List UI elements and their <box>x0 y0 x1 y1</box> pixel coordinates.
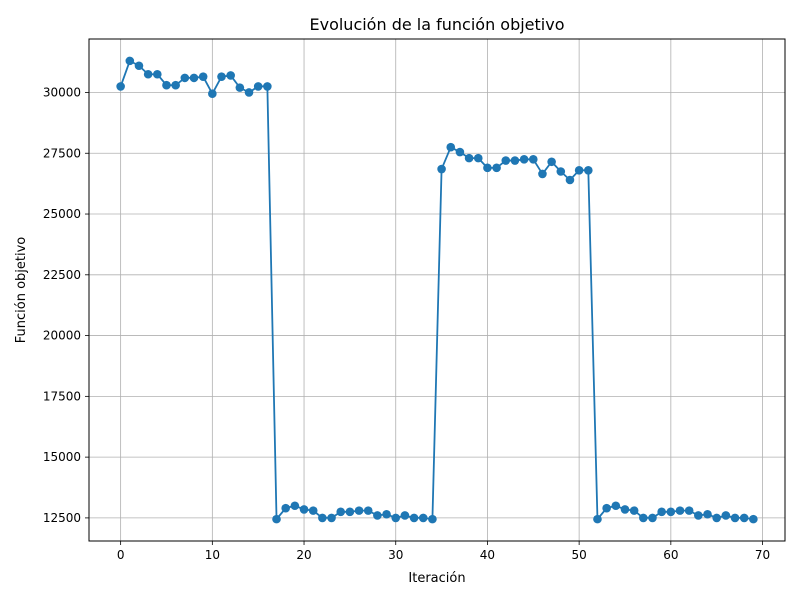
data-point <box>382 509 391 519</box>
y-tick-label: 30000 <box>43 85 81 99</box>
y-tick-label: 25000 <box>43 207 81 221</box>
data-point <box>492 163 501 173</box>
data-point <box>208 89 217 98</box>
data-point <box>703 509 712 519</box>
x-tick-label: 40 <box>480 548 495 562</box>
data-point <box>235 83 245 92</box>
data-point <box>666 507 676 517</box>
y-axis-ticks: 12500 15000 17500 20000 22500 25000 27500 30000 <box>43 85 89 525</box>
data-point <box>446 142 456 152</box>
data-point <box>528 155 538 164</box>
x-axis-label: Iteración <box>408 571 465 586</box>
data-point <box>418 513 428 523</box>
plot-frame <box>88 38 786 542</box>
data-point <box>538 169 547 179</box>
data-point <box>318 513 327 523</box>
data-point <box>281 503 290 513</box>
data-point <box>455 147 465 157</box>
data-point <box>428 514 437 524</box>
data-point <box>354 506 364 515</box>
data-point <box>125 56 135 66</box>
data-point <box>593 514 602 524</box>
series-line <box>119 59 754 521</box>
data-point <box>620 505 630 514</box>
y-tick-label: 20000 <box>43 329 81 343</box>
y-tick-label: 15000 <box>43 450 81 464</box>
data-point <box>116 82 125 91</box>
x-tick-label: 10 <box>205 548 220 562</box>
grid <box>89 39 785 541</box>
data-point <box>684 506 694 515</box>
data-point <box>657 507 666 517</box>
y-tick-label: 12500 <box>43 511 81 525</box>
data-point <box>134 61 144 71</box>
x-tick-label: 70 <box>755 548 770 562</box>
y-tick-label: 27500 <box>43 146 81 160</box>
data-point <box>556 167 566 176</box>
data-point <box>483 163 492 173</box>
y-tick-label: 17500 <box>43 389 81 403</box>
data-point <box>363 506 373 515</box>
data-point <box>510 156 520 165</box>
data-point <box>308 506 318 515</box>
data-point <box>373 511 382 520</box>
data-point <box>263 82 272 91</box>
data-series <box>116 56 758 524</box>
x-tick-label: 20 <box>296 548 311 562</box>
x-tick-label: 0 <box>117 548 125 562</box>
data-point <box>639 513 648 523</box>
data-point <box>400 511 410 520</box>
data-point <box>574 165 584 175</box>
data-point <box>336 507 346 517</box>
x-tick-label: 30 <box>388 548 403 562</box>
data-point <box>180 73 190 83</box>
data-point <box>198 72 208 81</box>
data-point <box>730 513 740 523</box>
data-point <box>629 506 639 515</box>
data-point <box>675 506 685 515</box>
y-axis-label: Función objetivo <box>14 237 29 344</box>
data-point <box>611 501 621 511</box>
data-point <box>547 157 556 167</box>
data-point <box>721 511 731 520</box>
data-point <box>473 153 483 163</box>
data-point <box>602 503 611 513</box>
data-point <box>226 71 235 80</box>
data-point <box>153 69 162 79</box>
data-point <box>217 72 226 81</box>
data-point <box>565 175 575 185</box>
x-axis-ticks: 0 10 20 30 40 50 60 70 <box>117 541 770 562</box>
chart-title: Evolución de la función objetivo <box>309 15 564 34</box>
data-point <box>648 513 657 523</box>
x-tick-label: 60 <box>663 548 678 562</box>
data-point <box>712 513 721 523</box>
data-point <box>290 501 300 511</box>
data-point <box>519 155 529 164</box>
data-point <box>327 513 336 523</box>
data-point <box>253 82 263 91</box>
data-point <box>749 514 758 524</box>
data-point <box>739 513 749 523</box>
data-point <box>244 88 254 97</box>
data-point <box>272 514 281 524</box>
data-point <box>299 505 309 514</box>
data-point <box>437 164 446 174</box>
data-point <box>143 69 153 79</box>
data-point <box>501 156 511 165</box>
data-point <box>345 507 355 517</box>
x-tick-label: 50 <box>571 548 586 562</box>
data-point <box>189 73 199 83</box>
data-point <box>162 80 171 90</box>
data-point <box>171 80 180 90</box>
y-tick-label: 22500 <box>43 268 81 282</box>
data-point <box>464 153 474 163</box>
data-point <box>409 513 419 523</box>
data-point <box>584 165 593 175</box>
data-point <box>694 511 703 520</box>
data-point <box>391 513 401 523</box>
